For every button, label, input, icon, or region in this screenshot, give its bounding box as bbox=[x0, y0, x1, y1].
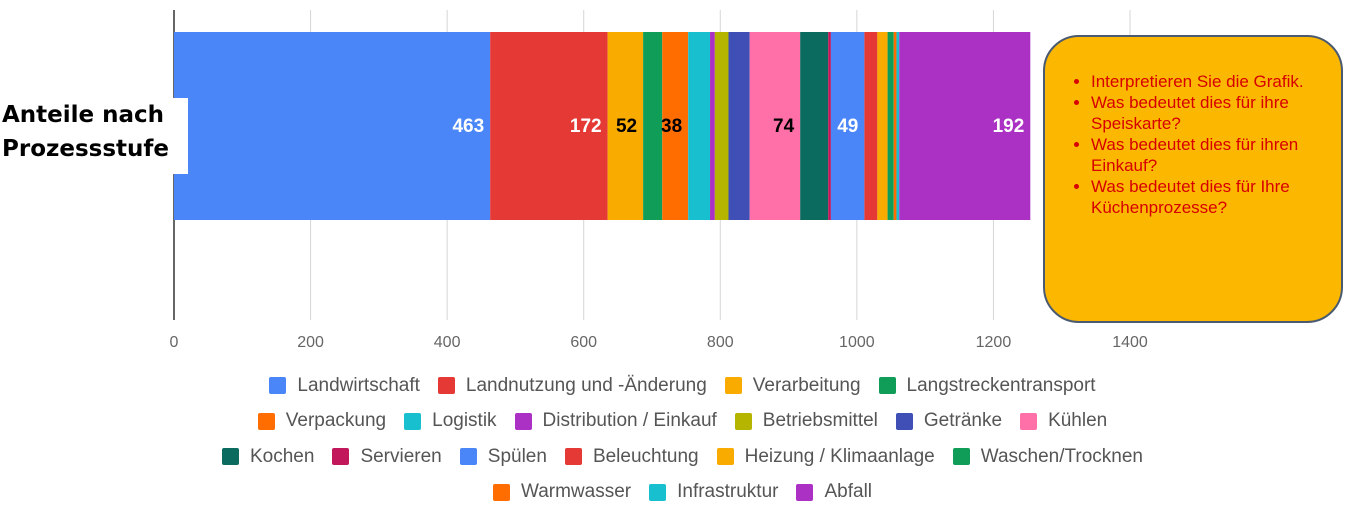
legend-item: Beleuchtung bbox=[565, 446, 699, 468]
bar-segment bbox=[800, 32, 828, 220]
legend-item: Abfall bbox=[796, 481, 872, 503]
legend-label: Warmwasser bbox=[521, 481, 631, 503]
legend-swatch bbox=[896, 413, 913, 430]
legend-label: Spülen bbox=[488, 446, 547, 468]
legend-item: Spülen bbox=[460, 446, 547, 468]
legend-swatch bbox=[404, 413, 421, 430]
data-label: 38 bbox=[661, 116, 682, 137]
legend-label: Beleuchtung bbox=[593, 446, 699, 468]
legend-swatch bbox=[269, 377, 286, 394]
legend-swatch bbox=[258, 413, 275, 430]
legend-row: Warmwasser Infrastruktur Abfall bbox=[0, 475, 1365, 510]
legend-swatch bbox=[953, 448, 970, 465]
legend-item: Warmwasser bbox=[493, 481, 631, 503]
x-tick-label: 800 bbox=[707, 334, 734, 351]
legend-row: Kochen Servieren Spülen Beleuchtung Heizung … bbox=[0, 439, 1365, 475]
legend-item: Kühlen bbox=[1020, 410, 1107, 432]
data-label: 172 bbox=[570, 116, 602, 137]
legend-label: Waschen/Trocknen bbox=[981, 446, 1143, 468]
bar-segment bbox=[828, 32, 831, 220]
data-label: 49 bbox=[837, 116, 858, 137]
x-tick-label: 0 bbox=[170, 334, 179, 351]
callout-item: Was bedeutet dies für Ihre Küchenprozess… bbox=[1091, 176, 1329, 218]
legend-swatch bbox=[493, 484, 510, 501]
legend-label: Verarbeitung bbox=[753, 375, 861, 397]
legend-swatch bbox=[438, 377, 455, 394]
legend-label: Abfall bbox=[824, 481, 872, 503]
legend-label: Kochen bbox=[250, 446, 314, 468]
legend-item: Landwirtschaft bbox=[269, 375, 420, 397]
legend-label: Infrastruktur bbox=[677, 481, 778, 503]
callout-list: Interpretieren Sie die Grafik.Was bedeut… bbox=[1069, 71, 1329, 218]
x-tick-label: 200 bbox=[297, 334, 324, 351]
legend-item: Langstreckentransport bbox=[879, 375, 1096, 397]
legend-swatch bbox=[725, 377, 742, 394]
legend-row: Verpackung Logistik Distribution / Einkauf… bbox=[0, 404, 1365, 440]
bar-segment bbox=[688, 32, 710, 220]
legend-item: Servieren bbox=[332, 446, 441, 468]
legend-label: Langstreckentransport bbox=[907, 375, 1096, 397]
legend-label: Distribution / Einkauf bbox=[543, 410, 717, 432]
x-tick-label: 1200 bbox=[976, 334, 1012, 351]
legend-label: Betriebsmittel bbox=[763, 410, 878, 432]
callout-item: Was bedeutet dies für ihre Speiskarte? bbox=[1091, 92, 1329, 134]
bar-segment bbox=[174, 32, 490, 220]
bar-segment bbox=[894, 32, 897, 220]
legend-item: Infrastruktur bbox=[649, 481, 778, 503]
legend-item: Verpackung bbox=[258, 410, 386, 432]
legend-label: Landwirtschaft bbox=[297, 375, 420, 397]
legend: Landwirtschaft Landnutzung und -Änderung V… bbox=[0, 368, 1365, 510]
legend-item: Betriebsmittel bbox=[735, 410, 878, 432]
x-tick-label: 600 bbox=[570, 334, 597, 351]
bar-segment bbox=[888, 32, 894, 220]
legend-label: Getränke bbox=[924, 410, 1002, 432]
legend-label: Verpackung bbox=[286, 410, 386, 432]
x-tick-label: 1000 bbox=[839, 334, 875, 351]
legend-label: Logistik bbox=[432, 410, 496, 432]
bar-segment bbox=[643, 32, 662, 220]
callout-item: Interpretieren Sie die Grafik. bbox=[1091, 71, 1329, 92]
bar-segment bbox=[710, 32, 715, 220]
bar-segment bbox=[728, 32, 749, 220]
bar-segment bbox=[877, 32, 887, 220]
data-label: 52 bbox=[616, 116, 637, 137]
legend-item: Distribution / Einkauf bbox=[515, 410, 717, 432]
legend-item: Logistik bbox=[404, 410, 496, 432]
legend-label: Servieren bbox=[360, 446, 441, 468]
legend-item: Kochen bbox=[222, 446, 314, 468]
legend-item: Getränke bbox=[896, 410, 1002, 432]
data-label: 463 bbox=[452, 116, 484, 137]
legend-swatch bbox=[796, 484, 813, 501]
legend-item: Verarbeitung bbox=[725, 375, 861, 397]
x-tick-label: 400 bbox=[434, 334, 461, 351]
legend-swatch bbox=[735, 413, 752, 430]
x-tick-label: 1400 bbox=[1112, 334, 1148, 351]
callout-item: Was bedeutet dies für ihren Einkauf? bbox=[1091, 134, 1329, 176]
legend-label: Landnutzung und -Änderung bbox=[466, 375, 707, 397]
legend-swatch bbox=[222, 448, 239, 465]
legend-item: Landnutzung und -Änderung bbox=[438, 375, 707, 397]
bar-segment bbox=[715, 32, 729, 220]
category-label: Anteile nach Prozessstufe bbox=[0, 98, 188, 174]
legend-swatch bbox=[649, 484, 666, 501]
bar-segment bbox=[896, 32, 899, 220]
legend-swatch bbox=[332, 448, 349, 465]
legend-swatch bbox=[717, 448, 734, 465]
legend-item: Heizung / Klimaanlage bbox=[717, 446, 935, 468]
data-label: 192 bbox=[993, 116, 1025, 137]
legend-swatch bbox=[879, 377, 896, 394]
data-label: 74 bbox=[773, 116, 795, 137]
legend-swatch bbox=[565, 448, 582, 465]
legend-label: Heizung / Klimaanlage bbox=[745, 446, 935, 468]
legend-label: Kühlen bbox=[1048, 410, 1107, 432]
legend-swatch bbox=[460, 448, 477, 465]
bar-segment bbox=[864, 32, 877, 220]
legend-row: Landwirtschaft Landnutzung und -Änderung V… bbox=[0, 368, 1365, 404]
callout: Interpretieren Sie die Grafik.Was bedeut… bbox=[1043, 35, 1343, 323]
legend-item: Waschen/Trocknen bbox=[953, 446, 1143, 468]
legend-swatch bbox=[515, 413, 532, 430]
legend-swatch bbox=[1020, 413, 1037, 430]
